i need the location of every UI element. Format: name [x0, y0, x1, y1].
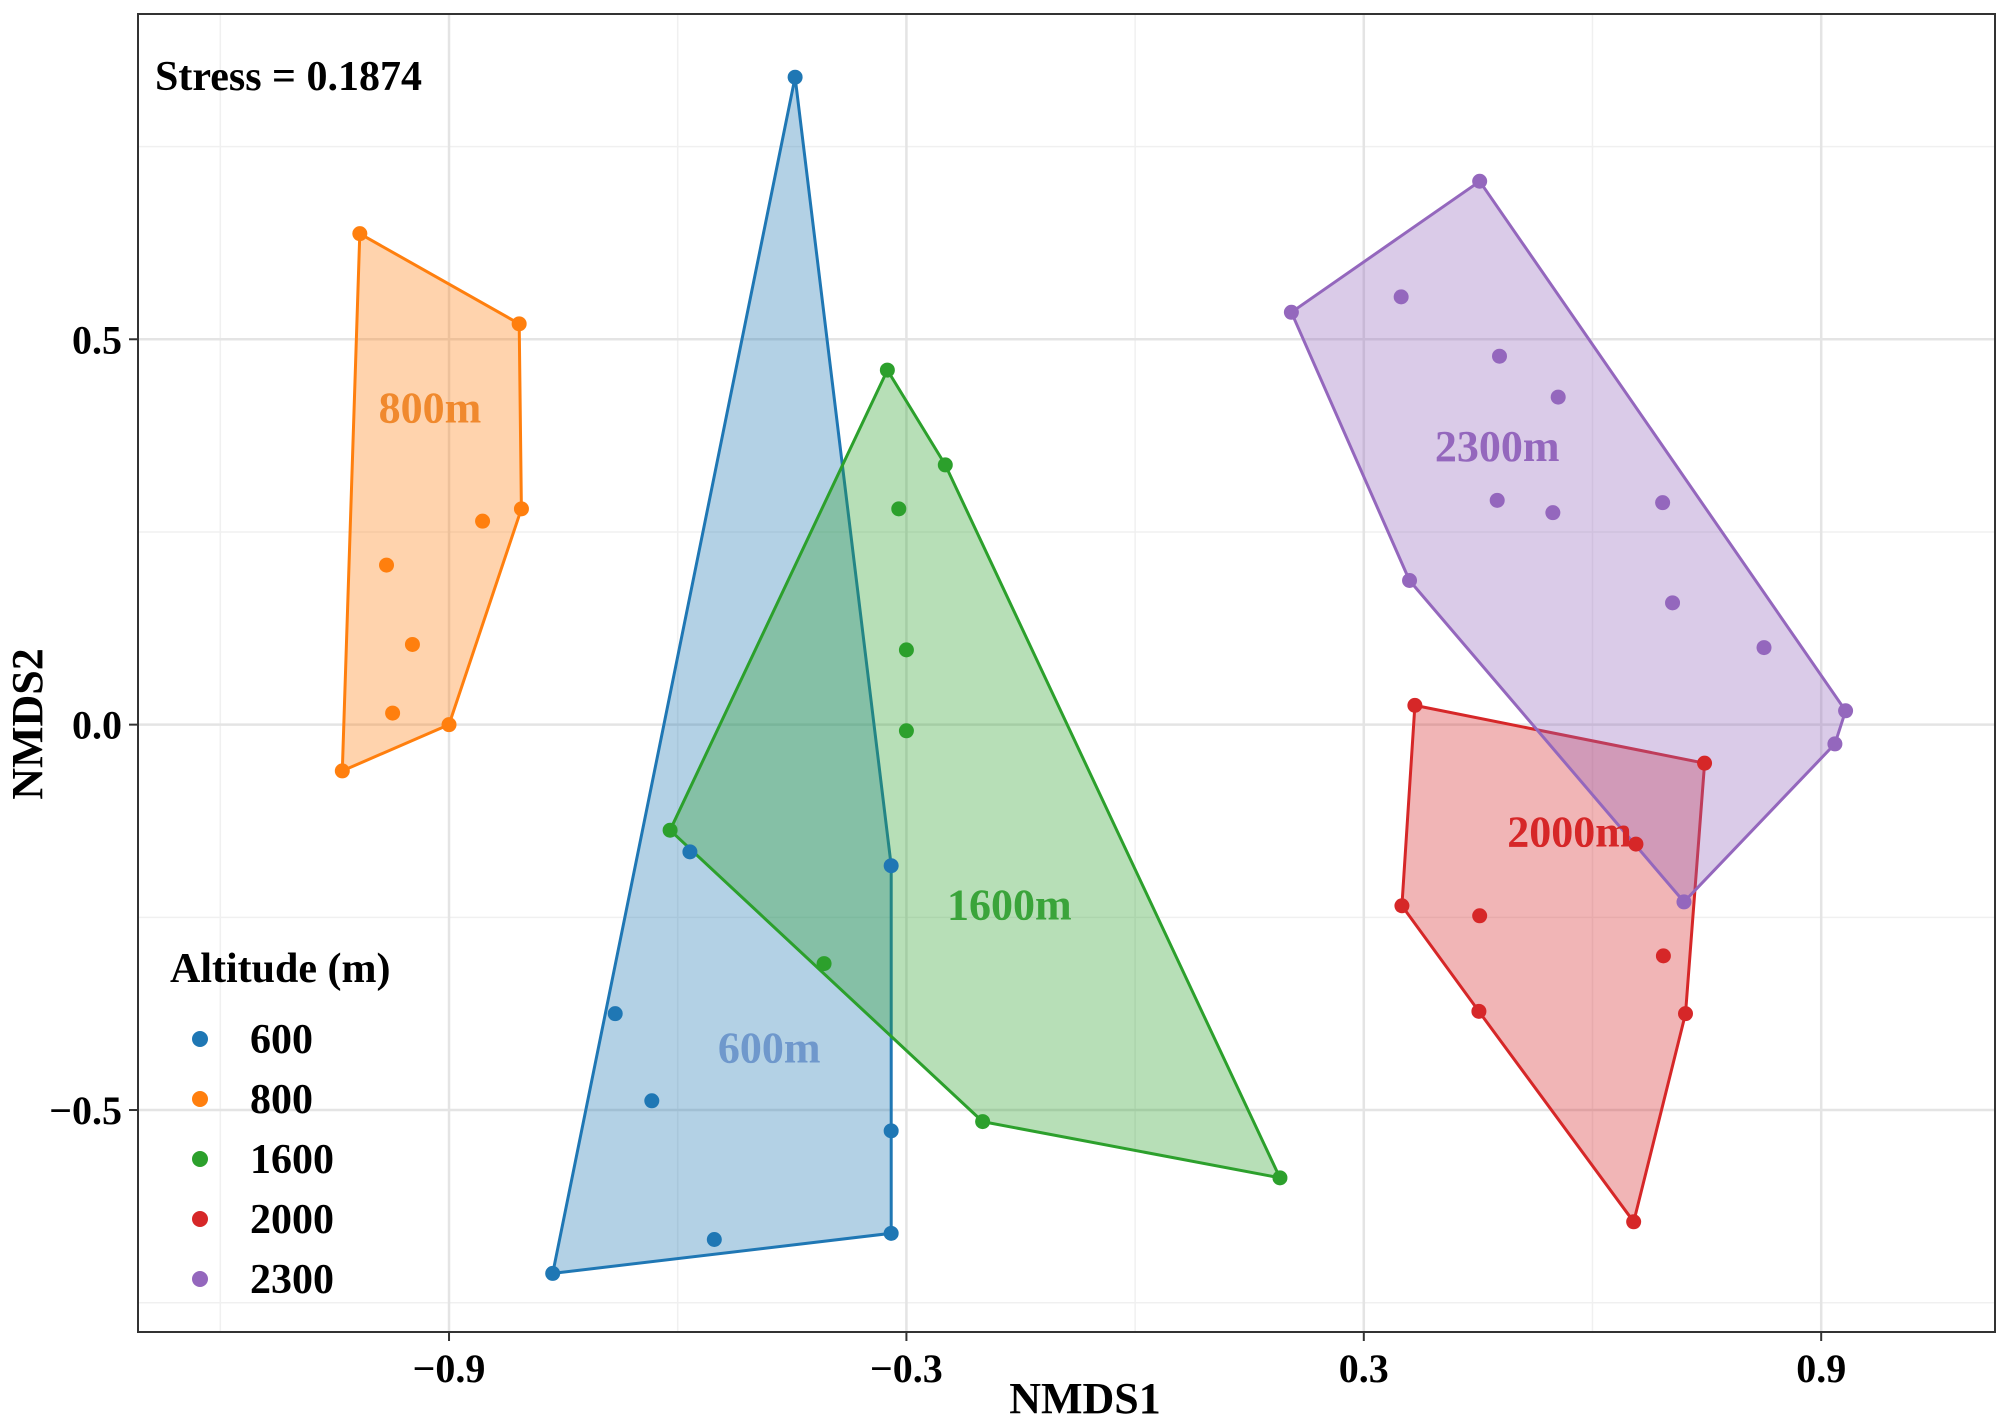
point-2300 — [1550, 389, 1566, 405]
legend-label-1600: 1600 — [250, 1137, 334, 1183]
legend-label-600: 600 — [250, 1017, 313, 1063]
legend-label-800: 800 — [250, 1077, 313, 1123]
point-2300 — [1283, 304, 1299, 320]
legend-title: Altitude (m) — [170, 946, 390, 992]
point-800 — [334, 763, 350, 779]
point-600 — [644, 1093, 660, 1109]
point-600 — [883, 858, 899, 874]
point-2300 — [1838, 703, 1854, 719]
group-label-800: 800m — [379, 384, 482, 433]
point-2300 — [1402, 573, 1418, 589]
legend-key-800 — [192, 1091, 208, 1107]
point-2000 — [1697, 755, 1713, 771]
y-tick-label: −0.5 — [49, 1088, 122, 1133]
point-1600 — [879, 362, 895, 378]
point-1600 — [898, 723, 914, 739]
point-2000 — [1407, 697, 1423, 713]
y-tick-label: 0.5 — [72, 317, 122, 362]
panel-border — [137, 13, 1996, 1333]
grid-minor — [138, 14, 1995, 1332]
point-2300 — [1393, 289, 1409, 305]
legend: Altitude (m) 600 800 1600 2000 2300 — [170, 946, 390, 1303]
point-600 — [545, 1265, 561, 1281]
point-800 — [441, 717, 457, 733]
point-2300 — [1827, 736, 1843, 752]
legend-label-2000: 2000 — [250, 1197, 334, 1243]
point-2300 — [1491, 348, 1507, 364]
point-600 — [682, 844, 698, 860]
point-2000 — [1626, 1214, 1642, 1230]
group-label-1600: 1600m — [947, 881, 1072, 930]
point-2300 — [1545, 505, 1561, 521]
point-2000 — [1472, 908, 1488, 924]
point-2300 — [1655, 495, 1671, 511]
point-600 — [883, 1225, 899, 1241]
point-2300 — [1665, 595, 1681, 611]
point-800 — [513, 501, 529, 517]
stress-label: Stress = 0.1874 — [155, 54, 422, 100]
point-2000 — [1394, 898, 1410, 914]
point-2000 — [1471, 1003, 1487, 1019]
x-tick-label: 0.3 — [1339, 1346, 1389, 1391]
x-tick-label: −0.9 — [413, 1346, 486, 1391]
point-800 — [404, 636, 420, 652]
point-800 — [475, 513, 491, 529]
point-600 — [706, 1232, 722, 1248]
point-800 — [511, 316, 527, 332]
point-2300 — [1756, 640, 1772, 656]
point-2300 — [1472, 173, 1488, 189]
point-600 — [607, 1006, 623, 1022]
legend-label-2300: 2300 — [250, 1257, 334, 1303]
legend-key-2300 — [192, 1271, 208, 1287]
point-800 — [379, 557, 395, 573]
point-600 — [787, 69, 803, 85]
point-600 — [883, 1123, 899, 1139]
group-label-2300: 2300m — [1435, 422, 1560, 471]
group-label-2000: 2000m — [1507, 807, 1632, 856]
x-tick-label: −0.3 — [870, 1346, 943, 1391]
point-1600 — [1272, 1170, 1288, 1186]
group-hulls — [340, 75, 1848, 1275]
point-2300 — [1489, 492, 1505, 508]
group-labels: 600m 800m 1600m 2000m 2300m — [379, 384, 1632, 1073]
point-2300 — [1676, 894, 1692, 910]
axes: −0.9 −0.3 0.3 0.9 −0.5 0.0 0.5 — [49, 317, 1846, 1391]
point-2000 — [1678, 1006, 1693, 1022]
hull-800 — [340, 232, 523, 773]
hull-1600 — [668, 368, 1282, 1180]
point-800 — [385, 705, 401, 721]
y-axis-label: NMDS2 — [3, 648, 52, 800]
point-1600 — [891, 501, 907, 517]
point-1600 — [816, 956, 832, 972]
point-1600 — [975, 1114, 991, 1130]
x-axis-label: NMDS1 — [1009, 1374, 1161, 1423]
point-1600 — [662, 822, 678, 838]
point-1600 — [898, 642, 914, 658]
legend-items: 600 800 1600 2000 2300 — [192, 1017, 334, 1303]
point-2000 — [1655, 948, 1671, 964]
x-tick-label: 0.9 — [1796, 1346, 1846, 1391]
point-2000 — [1628, 836, 1644, 852]
legend-key-2000 — [192, 1211, 208, 1227]
legend-key-600 — [192, 1031, 208, 1047]
group-label-600: 600m — [718, 1023, 821, 1072]
data-points — [334, 69, 1854, 1281]
legend-key-1600 — [192, 1151, 208, 1167]
point-800 — [352, 226, 368, 242]
y-tick-label: 0.0 — [72, 703, 122, 748]
point-1600 — [937, 457, 953, 473]
